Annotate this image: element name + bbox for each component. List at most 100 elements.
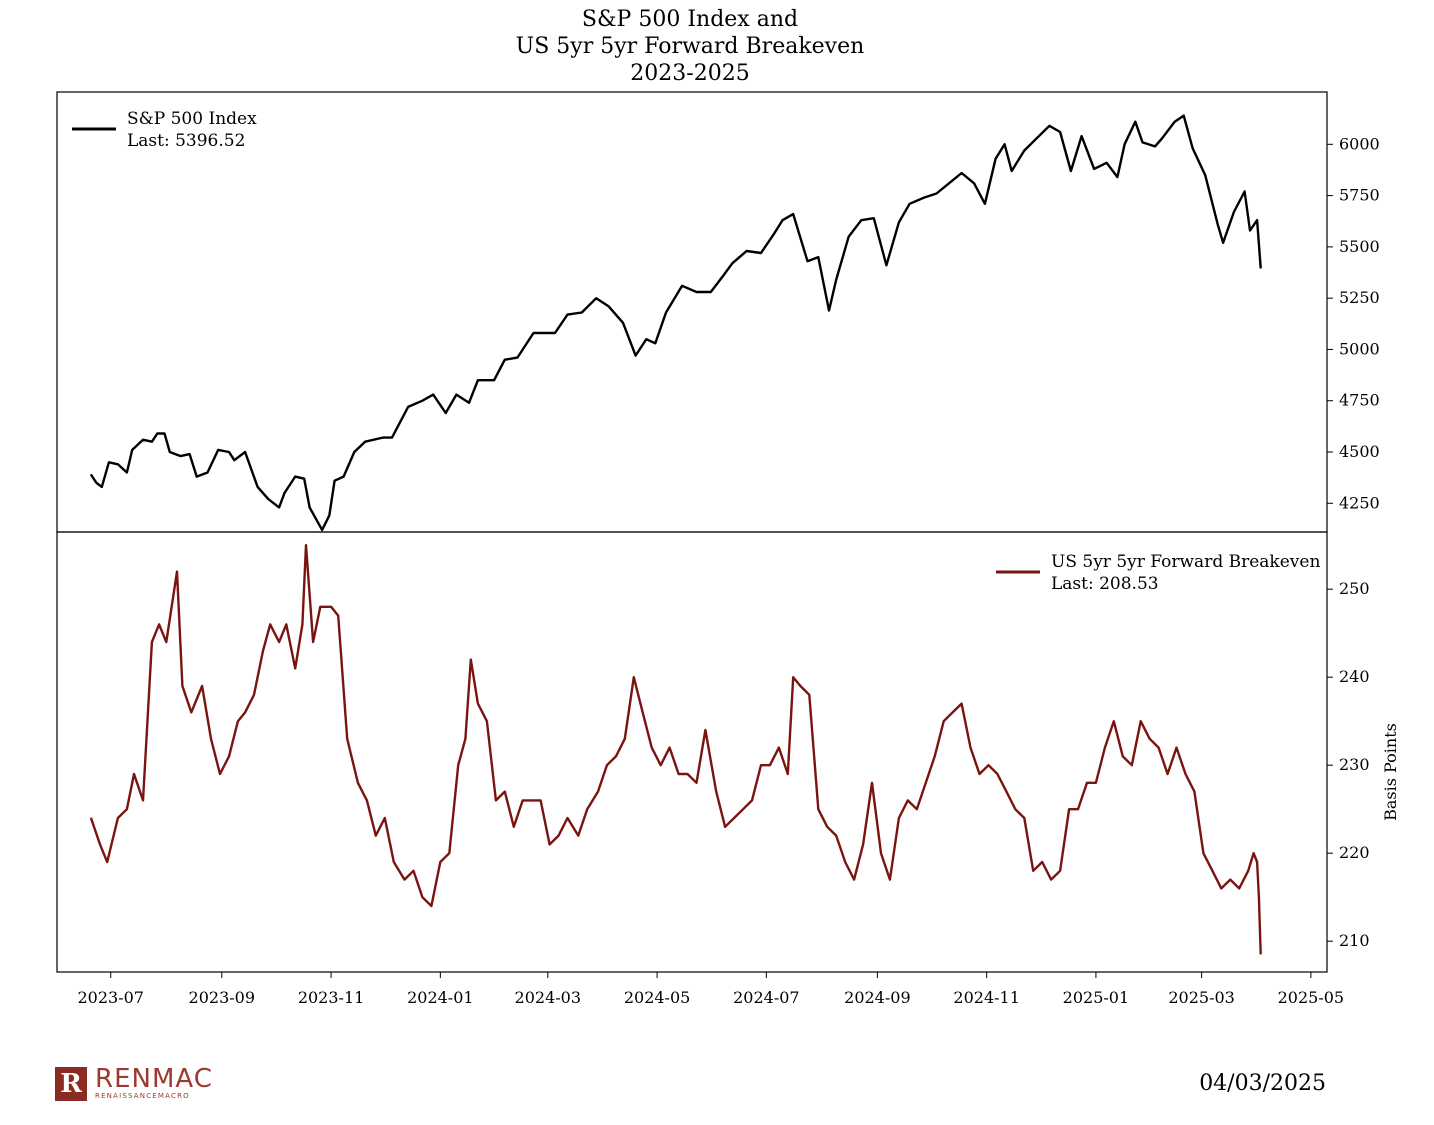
top-data-point [353,451,355,453]
top-data-point [654,342,656,344]
top-data-point [206,471,209,474]
bottom-data-point [244,711,246,714]
bottom-data-point [301,623,303,626]
top-legend-last: Last: 5396.52 [127,131,245,151]
bottom-data-point [305,544,307,546]
top-data-point [1023,149,1025,152]
bottom-data-point [889,879,891,881]
bottom-data-point [934,755,936,758]
x-axis: 2023-07 2023-09 2023-11 2024-01 2024-03 2024-… [77,972,1344,1007]
bottom-legend-last: Last: 208.53 [1051,574,1159,594]
top-data-point [156,432,158,435]
top-data-point [294,476,296,478]
bottom-data-point [835,835,837,837]
bottom-data-point [558,835,560,837]
bottom-data-point [90,817,92,819]
bottom-data-point [1086,782,1088,784]
bottom-data-point [540,799,542,802]
top-data-point [90,474,92,476]
top-data-point [665,311,667,314]
top-data-point [1116,176,1118,178]
bottom-data-point [319,606,321,608]
bottom-data-point [704,729,707,731]
bottom-data-point [470,659,472,661]
bottom-data-point [642,711,644,714]
bottom-data-point [531,799,533,802]
top-data-point [131,449,133,451]
bottom-data-point [1158,747,1160,749]
bottom-data-point [651,747,653,749]
bottom-data-point [165,641,167,643]
top-data-point [581,311,583,314]
top-data-point [228,451,230,453]
top-data-point [645,338,647,340]
top-data-point [364,441,366,443]
top-data-point [909,203,911,205]
top-data-point [126,471,128,474]
top-ytick-label: 4250 [1339,493,1380,512]
bottom-data-point [1238,887,1240,890]
top-data-point [1141,141,1144,143]
top-data-point [792,213,794,215]
top-legend-name: S&P 500 Index [127,109,257,129]
bottom-data-point [366,799,368,802]
bottom-data-point [987,764,990,766]
bottom-data-point [1095,782,1097,784]
bottom-data-point [158,623,160,626]
bottom-data-point [1077,808,1079,810]
chart-title-line-3: 2023-2025 [630,61,750,86]
top-data-point [257,486,259,488]
bottom-data-point [269,623,271,626]
top-data-point [885,264,888,266]
bottom-data-point [778,747,780,749]
top-data-point [1036,137,1038,139]
bottom-data-point [201,685,203,687]
top-data-point [848,236,850,238]
bottom-data-point [880,852,882,854]
top-data-point [391,437,393,439]
top-data-point [746,250,748,252]
bottom-data-point [1131,764,1133,766]
bottom-data-point [357,782,359,784]
bottom-data-point [448,852,450,854]
top-data-point [1244,190,1246,193]
top-data-point [1011,170,1013,172]
top-data-point [328,515,330,517]
bottom-data-point [660,764,662,766]
bottom-data-point [678,773,680,775]
top-data-point [334,480,336,482]
bottom-data-point [421,896,423,898]
bottom-data-point [477,703,479,705]
bottom-data-point [1247,870,1249,872]
bottom-data-point [1253,852,1255,854]
bottom-data-point [817,808,819,810]
top-data-point [504,359,506,361]
bottom-data-point [1256,861,1258,863]
top-data-point [169,451,171,453]
bottom-data-point [126,808,128,810]
bottom-data-point [1014,808,1016,810]
top-data-point [108,461,110,463]
bottom-data-point [142,799,144,802]
top-data-point [935,192,938,195]
bottom-data-point [375,835,377,837]
top-data-point [898,221,900,223]
top-data-point [781,219,784,221]
top-data-point [321,529,323,531]
top-data-point [595,297,597,299]
top-data-point [101,486,103,488]
top-data-point [421,400,423,402]
top-data-point [407,406,409,408]
bottom-data-point [294,667,296,670]
top-data-point [493,379,495,381]
x-tick-label: 2023-11 [298,988,364,1007]
top-data-point [1134,121,1136,123]
top-data-point [163,432,166,435]
bottom-data-point [1260,953,1262,955]
top-data-point [303,478,305,480]
bottom-data-point [393,861,395,863]
bottom-data-point [751,799,753,802]
top-data-point [760,252,762,254]
top-data-point [1070,170,1072,172]
